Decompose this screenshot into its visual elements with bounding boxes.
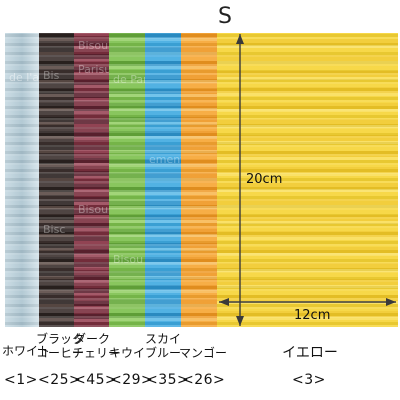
height-label: 20cm — [246, 172, 283, 187]
code-black-coffee: <25> — [38, 372, 82, 388]
label-line2: ブルー — [144, 346, 181, 360]
faint-text: Bisou — [78, 39, 109, 52]
swatch-label-dark-cherry: ダーク チェリー — [72, 332, 121, 360]
swatch-mango — [181, 33, 217, 327]
label-line1: スカイ — [144, 332, 181, 346]
swatch-kiwi: de Partou Bisou — [109, 33, 145, 327]
swatch-sky-blue: ementaire — [145, 33, 181, 327]
code-dark-cherry: <45> — [74, 372, 118, 388]
code-yellow: <3> — [292, 372, 326, 388]
size-letter: S — [218, 4, 232, 29]
swatch-black-coffee: Bis Bisc — [39, 33, 74, 327]
swatch-label-yellow: イエロー — [270, 346, 350, 360]
swatch-label-black-coffee: ブラック コーヒー — [36, 332, 85, 360]
label-line1: ダーク — [73, 332, 110, 346]
swatch-label-white: ホワイト — [2, 344, 51, 358]
faint-text: Parisuf — [78, 63, 109, 76]
label-line2: イエロー — [282, 345, 338, 361]
swatch-white: de l'ambassade — [5, 33, 39, 327]
faint-text: Bisou — [113, 253, 144, 266]
label-line2: ホワイト — [2, 344, 51, 358]
label-line2: マンゴー — [179, 346, 228, 360]
swatch-label-mango: マンゴー — [179, 346, 228, 360]
width-label: 12cm — [294, 308, 331, 323]
label-line2: コーヒー — [36, 346, 85, 360]
faint-text: Bisou — [78, 203, 109, 216]
faint-text: ementaire — [149, 153, 181, 166]
code-kiwi: <29> — [110, 372, 154, 388]
faint-text: de Partou — [113, 73, 145, 86]
swatch-label-kiwi: キウイ — [108, 346, 146, 360]
code-sky-blue: <35> — [146, 372, 190, 388]
swatch-label-sky-blue: スカイ ブルー — [143, 332, 183, 360]
faint-text: Bisc — [43, 223, 66, 236]
swatch-dark-cherry: Bisou Parisuf Bisou — [74, 33, 109, 327]
code-white: <1> — [4, 372, 38, 388]
label-line2: キウイ — [108, 346, 145, 360]
faint-text: Bis — [43, 69, 60, 82]
code-mango: <26> — [182, 372, 226, 388]
swatch-yellow — [217, 33, 398, 327]
label-line2: チェリー — [72, 346, 121, 360]
label-line1: ブラック — [36, 332, 85, 346]
faint-text: de l'ambassade — [9, 71, 39, 84]
